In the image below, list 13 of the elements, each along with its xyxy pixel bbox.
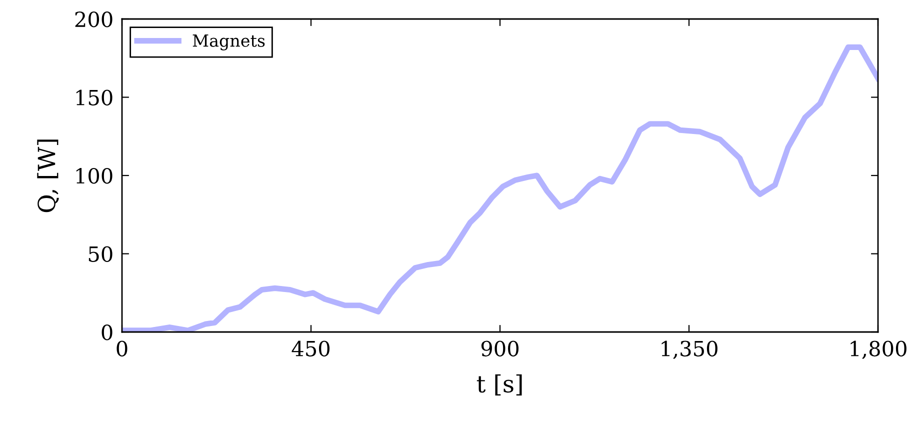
x-tick-label: 1,800 <box>850 340 906 359</box>
y-tick-label: 200 <box>75 11 112 28</box>
y-axis-title: Q, [W] <box>37 140 59 212</box>
legend-label: Magnets <box>192 34 265 50</box>
y-tick-label: 0 <box>102 324 112 340</box>
y-tick-label: 150 <box>76 90 112 106</box>
x-axis-title: t [s] <box>476 374 522 396</box>
x-tick-label: 900 <box>481 340 518 356</box>
x-tick-label: 0 <box>116 340 128 356</box>
x-tick-label: 1,350 <box>662 340 718 359</box>
x-tick-label: 450 <box>292 340 330 356</box>
y-tick-label: 50 <box>88 246 112 262</box>
y-tick-label: 100 <box>76 168 112 184</box>
